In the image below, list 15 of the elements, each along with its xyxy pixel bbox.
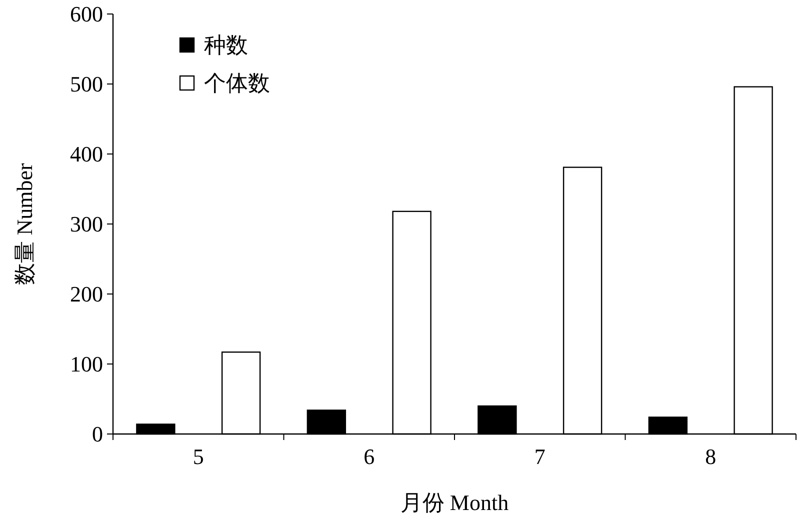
- x-tick-label: 5: [192, 444, 204, 469]
- y-tick-label: 600: [70, 2, 103, 27]
- x-axis-title: 月份 Month: [400, 490, 509, 515]
- x-tick-label: 8: [705, 444, 716, 469]
- legend-label: 种数: [204, 32, 248, 58]
- y-axis-title: 数量 Number: [12, 162, 37, 285]
- y-tick-label: 300: [70, 212, 103, 237]
- y-tick-label: 400: [70, 142, 103, 167]
- y-tick-label: 0: [92, 422, 103, 447]
- y-tick-label: 500: [70, 72, 103, 97]
- legend-label: 个体数: [204, 70, 270, 96]
- y-tick-label: 200: [70, 282, 103, 307]
- x-tick-label: 6: [364, 444, 375, 469]
- x-tick-label: 7: [534, 444, 546, 469]
- y-tick-label: 100: [70, 352, 103, 377]
